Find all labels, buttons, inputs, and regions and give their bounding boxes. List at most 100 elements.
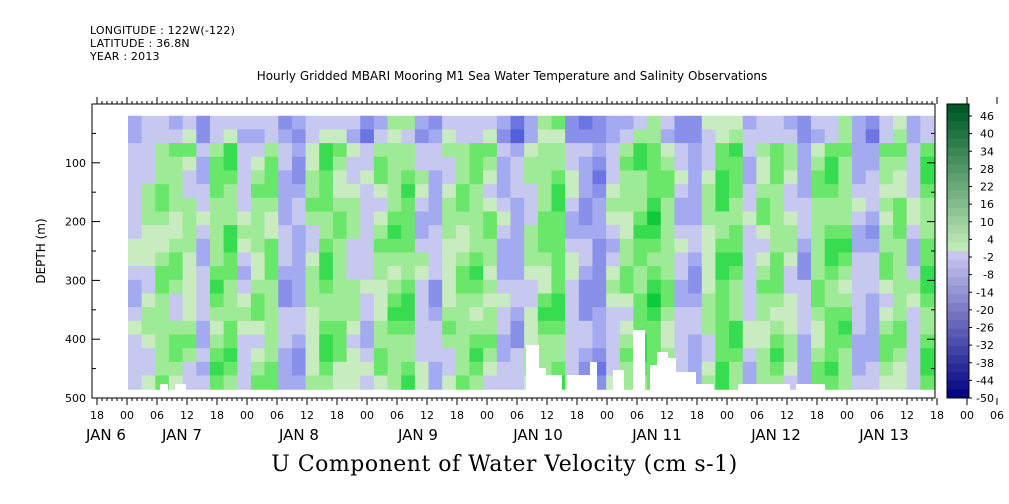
heatmap-cell (852, 252, 867, 267)
heatmap-cell (155, 252, 170, 267)
heatmap-cell (537, 307, 553, 322)
heatmap-cell (483, 184, 498, 199)
heatmap-cell (346, 279, 361, 295)
colorbar-swatch (947, 138, 969, 148)
heatmap-cell (401, 115, 416, 131)
heatmap-cell (783, 307, 798, 322)
colorbar-label: 4 (987, 233, 994, 246)
heatmap-cell (305, 211, 320, 226)
heatmap-cell (811, 211, 826, 226)
heatmap-cell (893, 225, 908, 240)
heatmap-cell (155, 129, 170, 144)
heatmap-cell (578, 156, 594, 172)
x-tick-label: 00 (840, 409, 854, 422)
heatmap-cell (346, 307, 361, 322)
heatmap-cell (906, 320, 921, 336)
heatmap-cell (824, 115, 839, 131)
heatmap-cell (592, 238, 607, 254)
heatmap-cell (291, 307, 307, 322)
heatmap-cell (496, 225, 512, 240)
heatmap-cell (838, 143, 853, 158)
heatmap-cell (250, 320, 266, 336)
colorbar-swatch (947, 199, 969, 209)
heatmap-cell (783, 184, 798, 199)
heatmap-cell (360, 115, 375, 131)
heatmap-cell (701, 279, 717, 295)
heatmap-cell (278, 266, 293, 281)
heatmap-cell (496, 375, 512, 390)
heatmap-cell (428, 170, 443, 185)
heatmap-cell (428, 307, 443, 322)
heatmap-cell (182, 225, 197, 240)
heatmap-cell (237, 293, 252, 308)
heatmap-cell (401, 266, 416, 281)
heatmap-cell (483, 334, 498, 349)
heatmap-cell (770, 348, 785, 363)
heatmap-cell (373, 348, 389, 363)
heatmap-cell (660, 293, 676, 308)
heatmap-cell (428, 334, 443, 349)
heatmap-cell (893, 348, 908, 363)
colorbar-label: 34 (980, 145, 994, 158)
heatmap-cell (141, 238, 156, 254)
colorbar-swatch (947, 328, 969, 338)
heatmap-cell (537, 320, 553, 336)
heatmap-cell (565, 197, 580, 213)
heatmap-cell (414, 361, 430, 377)
heatmap-cell (633, 211, 648, 226)
heatmap-cell (660, 197, 676, 213)
heatmap-cell (278, 129, 293, 144)
x-day-label: JAN 7 (161, 426, 202, 444)
heatmap-cell (469, 266, 484, 281)
heatmap-cell (633, 197, 648, 213)
heatmap-cell (824, 334, 839, 349)
heatmap-cell (920, 197, 935, 213)
heatmap-cell (209, 197, 225, 213)
heatmap-cell (414, 375, 430, 390)
heatmap-cell (496, 307, 512, 322)
heatmap-cell (196, 375, 211, 390)
colorbar-swatch (947, 354, 969, 364)
heatmap-cell (401, 156, 416, 172)
heatmap-cell (469, 143, 484, 158)
heatmap-cell (496, 129, 512, 144)
heatmap-cell (250, 225, 266, 240)
heatmap-cell (428, 225, 443, 240)
heatmap-cell (182, 184, 197, 199)
colorbar-swatch (947, 164, 969, 174)
heatmap-cell (811, 334, 826, 349)
heatmap-cell (483, 115, 498, 131)
heatmap-cell (496, 143, 512, 158)
heatmap-cell (278, 348, 293, 363)
heatmap-cell (565, 143, 580, 158)
heatmap-cell (879, 320, 894, 336)
heatmap-cell (209, 252, 225, 267)
heatmap-cell (155, 197, 170, 213)
colorbar-swatch (947, 363, 969, 373)
heatmap-cell (442, 115, 457, 131)
heatmap-cell (865, 129, 880, 144)
heatmap-cell (360, 375, 375, 390)
x-tick-label: 06 (270, 409, 284, 422)
heatmap-cell (701, 348, 717, 363)
heatmap-cell (742, 225, 758, 240)
heatmap-cell (209, 375, 225, 390)
heatmap-cell (182, 252, 197, 267)
heatmap-cell (305, 320, 320, 336)
heatmap-cell (128, 211, 143, 226)
heatmap-cell (510, 348, 525, 363)
heatmap-cell (619, 279, 635, 295)
heatmap-cell (346, 252, 361, 267)
heatmap-cell (660, 184, 676, 199)
heatmap-cell (387, 334, 402, 349)
heatmap-cell (250, 184, 266, 199)
heatmap-cell (592, 129, 607, 144)
heatmap-cell (852, 320, 867, 336)
heatmap-cell (264, 143, 279, 158)
heatmap-cell (346, 115, 361, 131)
heatmap-cell (278, 375, 293, 390)
heatmap-cell (305, 293, 320, 308)
heatmap-cell (879, 115, 894, 131)
heatmap-cell (250, 266, 266, 281)
heatmap-cell (879, 197, 894, 213)
